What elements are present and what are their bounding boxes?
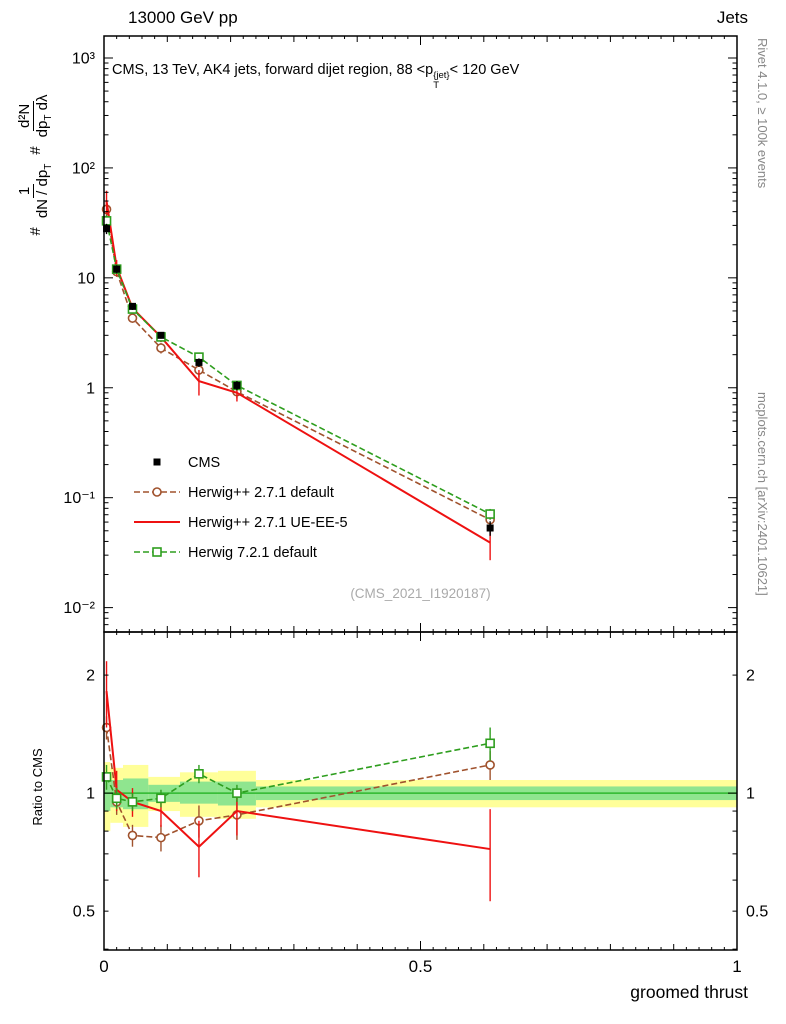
- ylabel-fraction-1: 1 dN / dpT: [16, 164, 55, 218]
- legend-label: Herwig 7.2.1 default: [188, 545, 317, 561]
- legend-marker: [152, 487, 162, 497]
- y-tick-label: 0.5: [73, 904, 95, 921]
- data-point: [232, 788, 242, 798]
- data-point: [127, 830, 138, 841]
- ylabel-den-1-text: dN / dp: [34, 169, 52, 219]
- rivet-version-label: Rivet 4.1.0, ≥ 100k events: [755, 38, 770, 189]
- y-tick-label: 10⁻²: [63, 600, 95, 617]
- legend-label: Herwig++ 2.7.1 default: [188, 485, 334, 501]
- ylabel-den-1-sub: T: [43, 163, 55, 170]
- data-point: [233, 381, 241, 389]
- data-point: [485, 509, 495, 519]
- data-point: [157, 331, 165, 339]
- y-tick-label: 1: [746, 786, 755, 803]
- ylabel-hash-2: #: [26, 146, 44, 155]
- mcplots-arxiv-label: mcplots.cern.ch [arXiv:2401.10621]: [755, 392, 770, 596]
- ylabel-num-1: 1: [16, 183, 35, 199]
- y-tick-label: 0.5: [746, 904, 768, 921]
- ylabel-den-2: dpT dλ: [34, 95, 55, 138]
- data-point: [111, 793, 122, 804]
- data-point: [156, 793, 166, 804]
- ylabel-hash-1: #: [26, 227, 44, 236]
- data-point: [195, 358, 203, 366]
- legend-label: Herwig++ 2.7.1 UE-EE-5: [188, 515, 348, 531]
- ylabel-num-2: d²N: [16, 100, 35, 132]
- data-point: [128, 302, 136, 310]
- series-line: [105, 691, 491, 851]
- y-tick-label: 2: [746, 668, 755, 685]
- y-axis-label-ratio: Ratio to CMS: [30, 748, 45, 826]
- plot-title-sup: {jet}: [433, 70, 450, 81]
- series-line: [105, 220, 491, 515]
- data-point: [127, 313, 138, 323]
- pt-jet-supsub: {jet} T: [433, 71, 449, 91]
- legend-marker: [153, 458, 161, 466]
- data-point: [103, 225, 111, 233]
- plot-title-post: < 120 GeV: [449, 62, 520, 78]
- y-tick-label: 10⁻¹: [63, 490, 95, 507]
- x-tick-label: 1: [732, 957, 741, 976]
- data-point: [156, 832, 166, 843]
- x-tick-label: 0: [99, 957, 108, 976]
- data-point: [486, 524, 494, 532]
- plot-title-pre: CMS, 13 TeV, AK4 jets, forward dijet reg…: [112, 62, 434, 78]
- beam-energy-label: 13000 GeV pp: [128, 8, 238, 27]
- y-tick-label: 10: [77, 270, 95, 287]
- series-line: [105, 209, 491, 521]
- ylabel-den-2-text: dp: [34, 120, 52, 138]
- legend-marker: [152, 547, 162, 557]
- y-tick-label: 1: [86, 380, 95, 397]
- y-tick-label: 10³: [72, 50, 96, 67]
- data-point: [485, 738, 495, 749]
- data-point: [156, 343, 166, 353]
- ylabel-den-2-sub: T: [43, 114, 55, 121]
- plot-title-sub: T: [433, 79, 440, 91]
- ylabel-fraction-2: d²N dpT dλ: [16, 95, 55, 138]
- y-tick-label: 2: [86, 668, 95, 685]
- jets-label: Jets: [716, 8, 748, 27]
- plot-title: CMS, 13 TeV, AK4 jets, forward dijet reg…: [112, 62, 519, 91]
- legend-label: CMS: [188, 455, 220, 471]
- uncertainty-band-green: [104, 776, 111, 812]
- ylabel-den-2-post: dλ: [34, 94, 52, 115]
- panel-frame: [103, 35, 738, 633]
- data-point: [485, 760, 495, 770]
- panel-frame: [103, 631, 738, 951]
- data-point: [194, 769, 204, 779]
- x-tick-label: 0.5: [409, 957, 433, 976]
- y-tick-label: 1: [86, 786, 95, 803]
- ylabel-den-1: dN / dpT: [34, 164, 55, 218]
- x-axis-label: groomed thrust: [630, 982, 748, 1002]
- data-point: [101, 772, 112, 782]
- y-tick-label: 10²: [72, 160, 96, 177]
- data-point: [127, 797, 138, 807]
- y-axis-label-main: # 1 dN / dpT # d²N dpT dλ: [16, 30, 55, 300]
- analysis-id-watermark: (CMS_2021_I1920187): [350, 586, 491, 601]
- data-point: [113, 265, 121, 273]
